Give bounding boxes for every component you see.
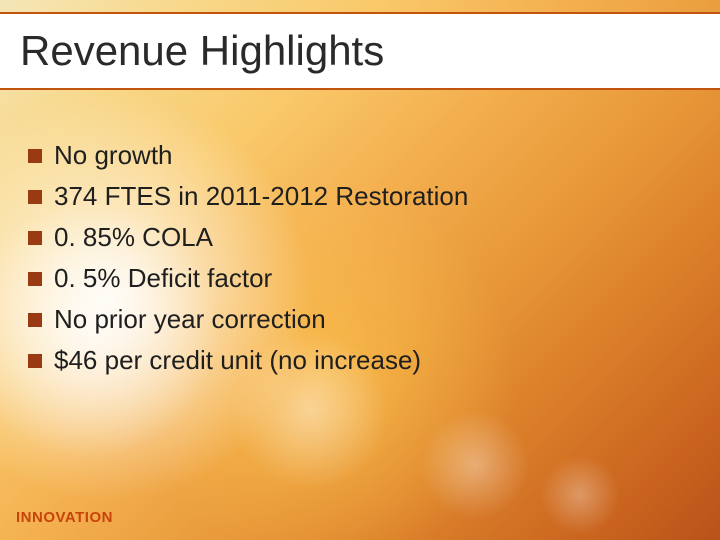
list-item: 0. 85% COLA bbox=[28, 222, 680, 253]
list-item: 374 FTES in 2011-2012 Restoration bbox=[28, 181, 680, 212]
bullet-text: 0. 5% Deficit factor bbox=[54, 263, 272, 294]
list-item: 0. 5% Deficit factor bbox=[28, 263, 680, 294]
slide: Revenue Highlights No growth 374 FTES in… bbox=[0, 0, 720, 540]
bullet-square-icon bbox=[28, 313, 42, 327]
lens-flare bbox=[540, 455, 620, 535]
bullet-square-icon bbox=[28, 231, 42, 245]
title-band: Revenue Highlights bbox=[0, 12, 720, 90]
slide-title: Revenue Highlights bbox=[20, 27, 384, 75]
footer-logo: INNOVATION bbox=[16, 509, 113, 526]
bullet-square-icon bbox=[28, 190, 42, 204]
bullet-square-icon bbox=[28, 272, 42, 286]
bullet-square-icon bbox=[28, 149, 42, 163]
bullet-text: $46 per credit unit (no increase) bbox=[54, 345, 421, 376]
list-item: No growth bbox=[28, 140, 680, 171]
bullet-text: No growth bbox=[54, 140, 173, 171]
bullet-text: No prior year correction bbox=[54, 304, 326, 335]
list-item: No prior year correction bbox=[28, 304, 680, 335]
lens-flare bbox=[420, 410, 530, 520]
bullet-list: No growth 374 FTES in 2011-2012 Restorat… bbox=[28, 140, 680, 386]
bullet-square-icon bbox=[28, 354, 42, 368]
bullet-text: 0. 85% COLA bbox=[54, 222, 213, 253]
bullet-text: 374 FTES in 2011-2012 Restoration bbox=[54, 181, 468, 212]
list-item: $46 per credit unit (no increase) bbox=[28, 345, 680, 376]
